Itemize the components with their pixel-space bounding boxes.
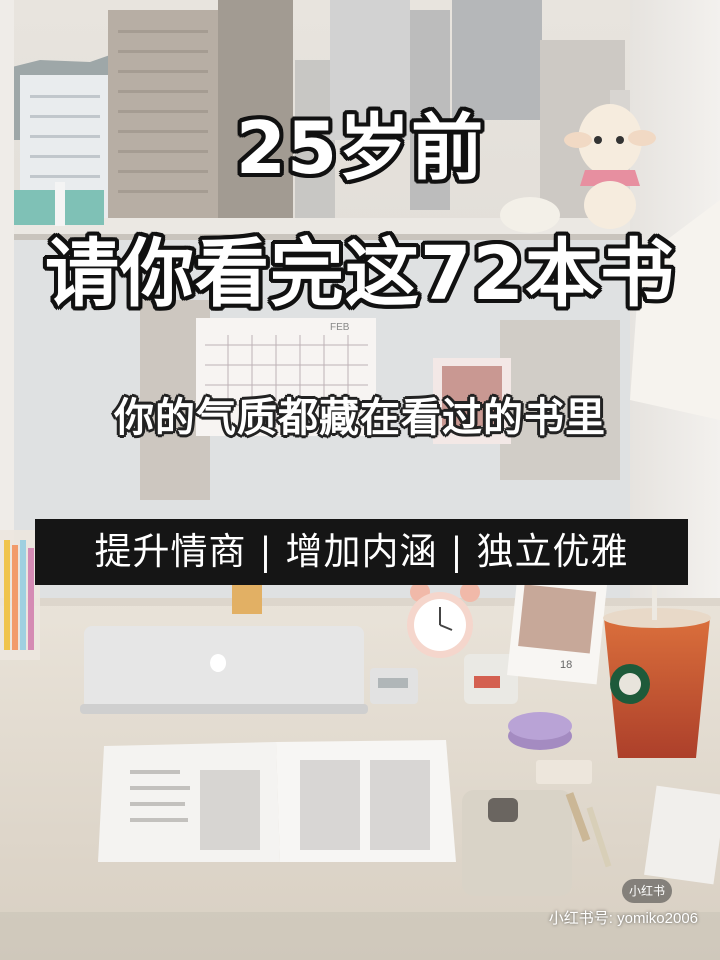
- polaroid-photo: [507, 575, 607, 685]
- pen-holder: [0, 530, 40, 660]
- xiaohongshu-logo-badge: 小红书: [622, 879, 672, 903]
- polaroid-number: 18: [560, 659, 572, 671]
- calendar-label: FEB: [330, 322, 350, 333]
- title-line-2: 请你看完这72本书: [45, 231, 675, 317]
- open-book: [98, 740, 456, 862]
- wall-calendar: [196, 318, 376, 436]
- subtitle: 你的气质都藏在看过的书里: [114, 394, 606, 441]
- keyword-banner: 提升情商 | 增加内涵 | 独立优雅: [35, 519, 688, 585]
- bird-figurine: [500, 197, 560, 233]
- account-watermark: 小红书号: yomiko2006: [548, 910, 698, 927]
- phone: [462, 790, 572, 896]
- title-line-1: 25岁前: [235, 106, 485, 190]
- city-buildings: [20, 0, 650, 225]
- laptop: [80, 626, 368, 714]
- alarm-clock: [407, 582, 480, 658]
- lamb-doll: [564, 104, 656, 229]
